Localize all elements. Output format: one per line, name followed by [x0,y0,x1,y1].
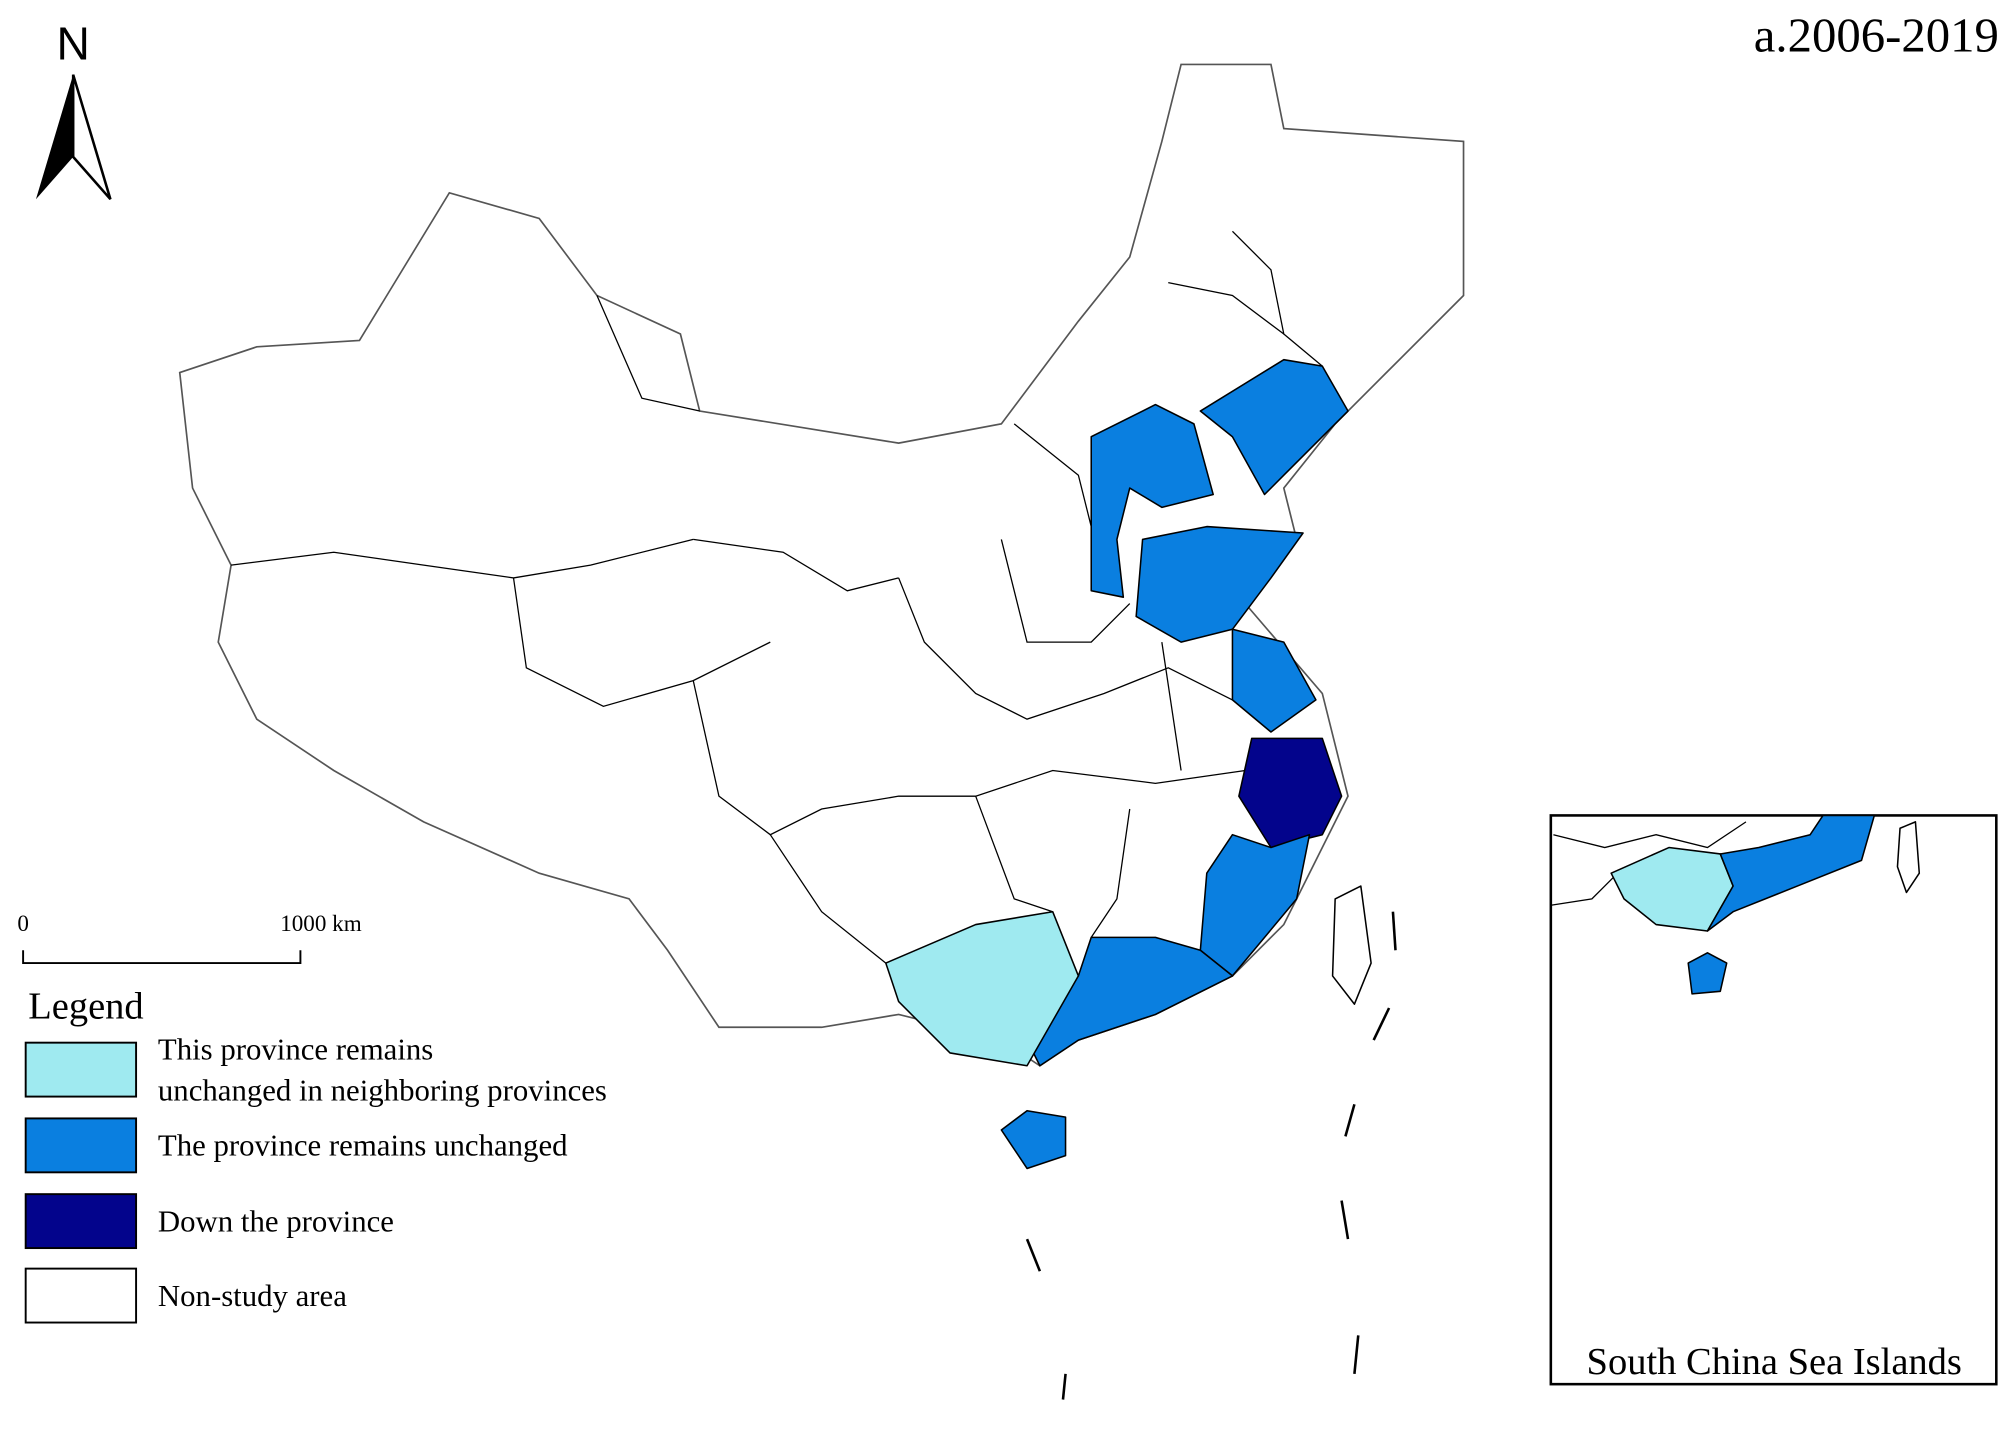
north-arrow [35,74,74,200]
island-lines [1025,911,1397,1400]
province-borders [231,230,1323,964]
province [1896,821,1921,894]
province [885,910,1080,1067]
province [1199,833,1311,977]
legend-label: Down the province [158,1204,394,1238]
map-title: a.2006-2019 [1754,9,1999,63]
legend-label: The province remains unchanged [158,1129,568,1163]
province [1238,737,1343,849]
legend: This province remains unchanged in neighb… [24,1032,607,1324]
province [1135,525,1304,643]
scale-bar [22,950,302,965]
legend-swatch [24,1193,138,1250]
inset-frame [1549,814,1998,1386]
province [1090,403,1214,598]
legend-swatch [24,1117,138,1174]
inset-label: South China Sea Islands [1587,1341,1962,1383]
legend-label: Non-study area [158,1279,347,1313]
inset-map [1550,815,1921,995]
north-label: N [56,17,89,69]
legend-swatch [24,1041,138,1098]
legend-label: This province remains [158,1032,433,1066]
legend-title: Legend [28,985,143,1027]
province [1000,1109,1067,1170]
scale-end: 1000 km [280,910,362,936]
legend-label: unchanged in neighboring provinces [158,1073,607,1107]
legend-swatch [24,1267,138,1324]
north-arrow [71,74,112,201]
province [1706,815,1876,932]
province [1331,885,1372,1005]
province [1199,358,1349,496]
scale-start: 0 [17,910,29,936]
province [1687,952,1728,995]
province [1231,628,1317,733]
